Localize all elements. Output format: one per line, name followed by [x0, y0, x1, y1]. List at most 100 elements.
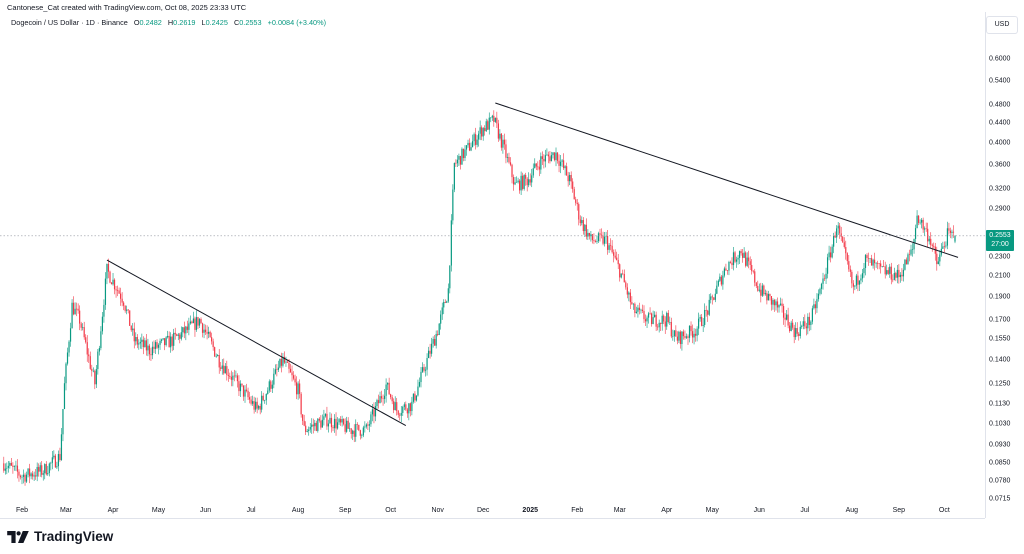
candle-up [314, 422, 316, 427]
candle-up [189, 321, 191, 324]
time-tick-label: Dec [476, 507, 490, 514]
candle-down [236, 375, 239, 382]
candle-down [35, 475, 37, 477]
candle-down [525, 174, 527, 179]
price-tick-label: 0.1250 [989, 380, 1011, 388]
candle-up [597, 233, 600, 242]
candle-up [274, 369, 276, 374]
candle-up [833, 235, 835, 247]
candle-down [511, 164, 513, 178]
candle-down [892, 279, 894, 281]
candle-up [271, 384, 273, 389]
candle-up [590, 234, 592, 237]
candle-up [716, 285, 718, 294]
candle-up [355, 424, 357, 437]
candle-down [302, 414, 304, 421]
last-price: 0.2553 [989, 232, 1011, 239]
candle-up [458, 156, 460, 160]
candle-up [491, 115, 493, 118]
candle-up [95, 369, 97, 385]
candle-up [282, 356, 284, 366]
candle-down [223, 365, 225, 374]
candle-up [336, 422, 339, 429]
candle-up [69, 328, 72, 342]
candle-up [66, 352, 69, 364]
candle-down [77, 308, 79, 311]
time-tick-label: May [705, 507, 719, 514]
candle-up [285, 361, 287, 363]
candle-up [420, 371, 422, 383]
time-axis[interactable]: Feb Mar Apr May Jun Jul Aug Sep Oct Nov Dec 2025 Feb… [0, 505, 985, 519]
candle-down [655, 314, 657, 327]
candle-down [848, 261, 850, 270]
candle-down [145, 340, 147, 351]
candle-up [21, 476, 23, 478]
candle-down [687, 336, 689, 338]
candle-down [616, 257, 618, 260]
candle-down [567, 175, 569, 182]
candle-down [701, 317, 703, 326]
currency-button[interactable]: USD [986, 16, 1018, 34]
candle-down [562, 160, 565, 169]
candle-down [183, 327, 185, 334]
candle-down [883, 266, 885, 267]
candle-up [349, 428, 351, 430]
candle-up [546, 154, 548, 156]
price-axis[interactable] [985, 12, 1024, 518]
candle-up [886, 270, 888, 275]
candle-up [471, 141, 474, 148]
candle-up [371, 409, 374, 415]
candle-up [907, 254, 909, 265]
time-tick-label: Mar [613, 507, 626, 514]
candle-up [365, 424, 367, 427]
time-tick-label: Feb [15, 507, 29, 514]
candle-down [887, 270, 889, 274]
candle-up [112, 279, 114, 285]
candle-up [738, 251, 741, 258]
candle-down [927, 228, 929, 242]
candle-up [924, 228, 926, 230]
candle-down [3, 463, 5, 471]
candle-up [268, 381, 270, 391]
candle-down [434, 338, 436, 346]
candle-down [720, 276, 722, 285]
candlestick-chart[interactable] [0, 0, 985, 505]
time-tick-label: Jul [800, 507, 810, 514]
candle-down [558, 160, 560, 166]
candle-up [816, 299, 818, 309]
candle-down [643, 311, 645, 320]
candle-up [255, 401, 257, 410]
candle-down [409, 403, 411, 412]
change-value: +0.0084 (+3.40%) [267, 18, 327, 27]
tradingview-logo[interactable]: TradingView [7, 529, 113, 544]
candle-down [796, 328, 798, 334]
candle-up [346, 420, 348, 432]
candle-down [91, 368, 93, 371]
candle-up [51, 457, 53, 463]
candle-down [10, 462, 12, 466]
time-tick-label: Oct [385, 507, 397, 514]
candle-up [308, 429, 310, 432]
candle-down [197, 317, 199, 326]
candle-up [267, 390, 269, 394]
price-tick-label: 0.1900 [989, 293, 1011, 301]
candle-down [519, 180, 521, 191]
candle-up [208, 331, 210, 334]
candle-down [393, 401, 395, 411]
candle-up [904, 259, 906, 270]
candle-down [676, 336, 678, 341]
symbol-title[interactable]: Dogecoin / US Dollar · 1D · Binance [11, 18, 128, 27]
candle-up [4, 468, 6, 471]
candle-down [748, 257, 750, 262]
candle-up [902, 269, 905, 277]
trendline[interactable] [495, 102, 959, 258]
trendline[interactable] [106, 259, 407, 427]
candle-up [47, 472, 49, 475]
candle-up [447, 288, 449, 302]
candles [3, 110, 956, 486]
candle-down [512, 177, 515, 185]
candle-down [493, 115, 495, 122]
candle-up [872, 259, 874, 266]
candle-down [79, 310, 81, 324]
candle-down [429, 350, 431, 354]
